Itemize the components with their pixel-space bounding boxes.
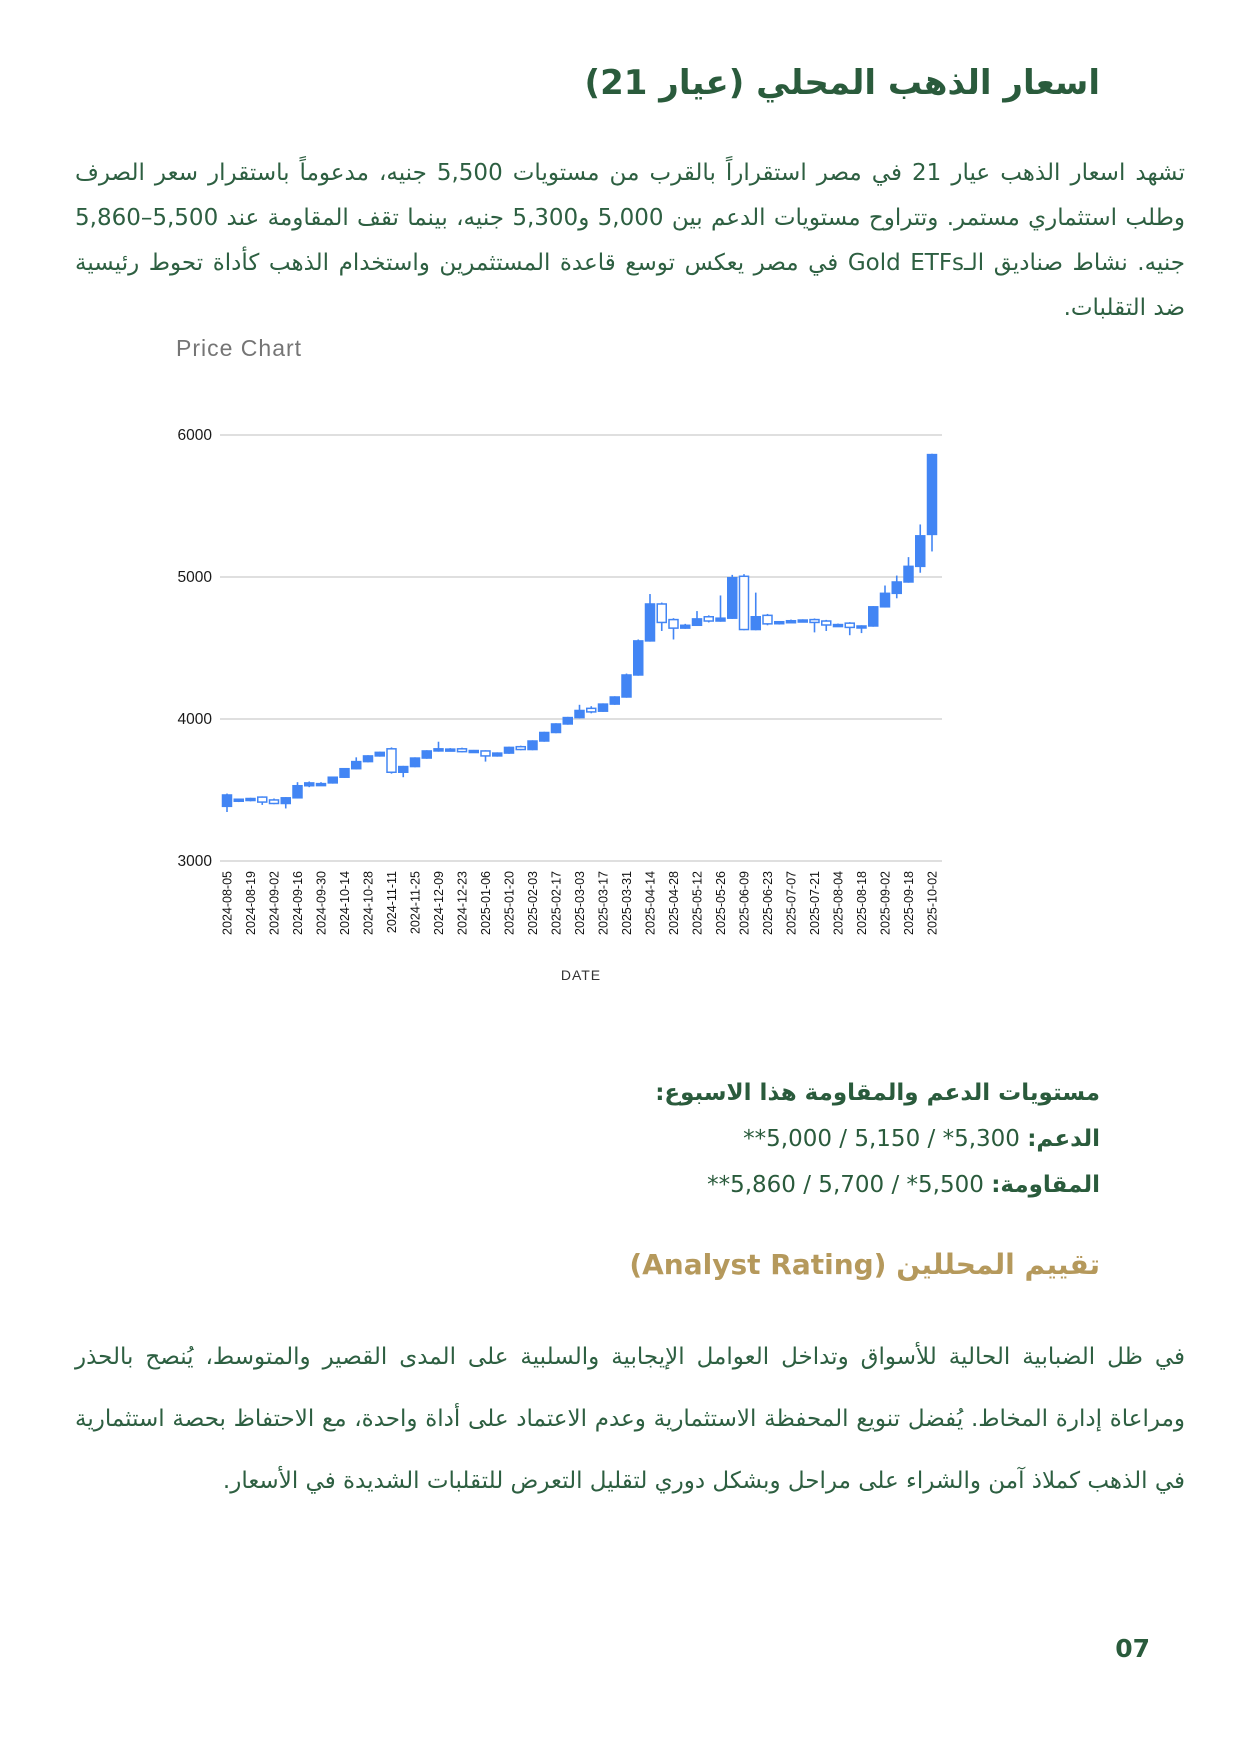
candlestick-chart: 6000 5000 4000 3000 2024-08-05 2024-08-19 2024…: [178, 427, 942, 935]
support-resistance-heading: مستويات الدعم والمقاومة هذا الاسبوع:: [655, 1080, 1100, 1106]
svg-text:2025-09-18: 2025-09-18: [902, 871, 916, 935]
svg-text:2025-09-02: 2025-09-02: [879, 871, 893, 935]
svg-text:3000: 3000: [178, 853, 213, 870]
price-chart: Price Chart 6000 5000 4000 3000 2024-08-05 20…: [170, 335, 962, 990]
svg-text:2024-09-30: 2024-09-30: [315, 871, 329, 935]
svg-text:2024-09-16: 2024-09-16: [291, 871, 305, 935]
svg-text:2025-03-17: 2025-03-17: [597, 871, 611, 935]
support-line: الدعم: **5,000 / 5,150 / *5,300: [200, 1116, 1100, 1162]
svg-text:2024-08-19: 2024-08-19: [244, 871, 258, 935]
resistance-values: **5,860 / 5,700 / *5,500: [707, 1172, 984, 1198]
svg-text:5000: 5000: [178, 569, 213, 586]
svg-text:2024-10-14: 2024-10-14: [338, 871, 352, 935]
x-axis-title: DATE: [560, 967, 602, 983]
svg-text:2025-01-20: 2025-01-20: [503, 871, 517, 935]
analyst-rating-heading: تقييم المحللين (Analyst Rating): [629, 1248, 1100, 1282]
svg-text:2025-03-31: 2025-03-31: [620, 871, 634, 935]
svg-text:2025-04-14: 2025-04-14: [644, 871, 658, 935]
svg-text:2025-02-17: 2025-02-17: [550, 871, 564, 935]
intro-paragraph: تشهد اسعار الذهب عيار 21 في مصر استقرارا…: [75, 160, 1186, 321]
svg-text:2024-11-11: 2024-11-11: [385, 871, 399, 933]
page-number: 07: [1115, 1634, 1150, 1663]
svg-text:2025-07-07: 2025-07-07: [785, 871, 799, 935]
support-resistance-section: مستويات الدعم والمقاومة هذا الاسبوع: الد…: [200, 1070, 1100, 1208]
svg-text:2024-11-25: 2024-11-25: [409, 871, 423, 934]
svg-text:2024-08-05: 2024-08-05: [221, 871, 235, 935]
resistance-line: المقاومة: **5,860 / 5,700 / *5,500: [200, 1162, 1100, 1208]
resistance-label: المقاومة:: [991, 1172, 1100, 1198]
support-values: **5,000 / 5,150 / *5,300: [743, 1126, 1020, 1152]
svg-text:2025-06-09: 2025-06-09: [738, 871, 752, 935]
svg-text:4000: 4000: [178, 711, 213, 728]
svg-text:2024-12-23: 2024-12-23: [456, 871, 470, 935]
svg-text:2025-07-21: 2025-07-21: [808, 871, 822, 935]
svg-text:2025-03-03: 2025-03-03: [573, 871, 587, 935]
page-title: اسعار الذهب المحلي (عيار 21): [584, 62, 1100, 103]
svg-text:2025-02-03: 2025-02-03: [526, 871, 540, 935]
svg-text:6000: 6000: [178, 427, 213, 444]
svg-text:2025-05-12: 2025-05-12: [691, 871, 705, 935]
svg-text:2024-10-28: 2024-10-28: [362, 871, 376, 935]
svg-text:2024-09-02: 2024-09-02: [268, 871, 282, 935]
chart-title: Price Chart: [176, 335, 303, 361]
svg-text:2025-06-23: 2025-06-23: [761, 871, 775, 935]
svg-text:2025-04-28: 2025-04-28: [667, 871, 681, 935]
svg-text:2025-10-02: 2025-10-02: [926, 871, 940, 935]
svg-text:2024-12-09: 2024-12-09: [432, 871, 446, 935]
svg-text:2025-08-04: 2025-08-04: [832, 871, 846, 935]
analyst-rating-paragraph: في ظل الضبابية الحالية للأسواق وتداخل ال…: [75, 1344, 1185, 1494]
svg-text:2025-08-18: 2025-08-18: [855, 871, 869, 935]
svg-text:2025-05-26: 2025-05-26: [714, 871, 728, 935]
support-label: الدعم:: [1027, 1126, 1100, 1152]
svg-text:2025-01-06: 2025-01-06: [479, 871, 493, 935]
